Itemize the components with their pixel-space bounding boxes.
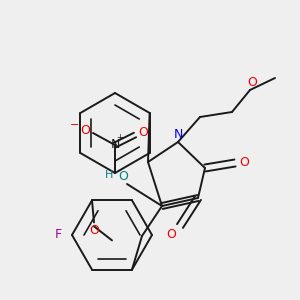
Text: O: O [118, 170, 128, 184]
Text: F: F [54, 229, 61, 242]
Text: O: O [166, 227, 176, 241]
Text: +: + [117, 133, 123, 142]
Text: O: O [138, 127, 148, 140]
Text: O: O [89, 224, 99, 237]
Text: H: H [105, 170, 113, 180]
Text: O: O [247, 76, 257, 89]
Text: N: N [110, 139, 120, 152]
Text: −: − [70, 120, 80, 130]
Text: O: O [239, 155, 249, 169]
Text: O: O [80, 124, 90, 137]
Text: N: N [173, 128, 183, 140]
